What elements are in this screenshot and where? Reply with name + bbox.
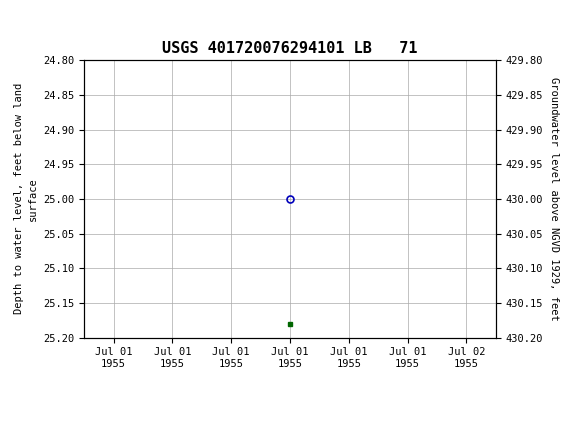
Text: USGS 401720076294101 LB   71: USGS 401720076294101 LB 71 bbox=[162, 41, 418, 56]
Text: USGS: USGS bbox=[32, 9, 87, 28]
Y-axis label: Depth to water level, feet below land
surface: Depth to water level, feet below land su… bbox=[14, 83, 38, 314]
Text: ≡: ≡ bbox=[7, 9, 22, 28]
Y-axis label: Groundwater level above NGVD 1929, feet: Groundwater level above NGVD 1929, feet bbox=[549, 77, 559, 321]
